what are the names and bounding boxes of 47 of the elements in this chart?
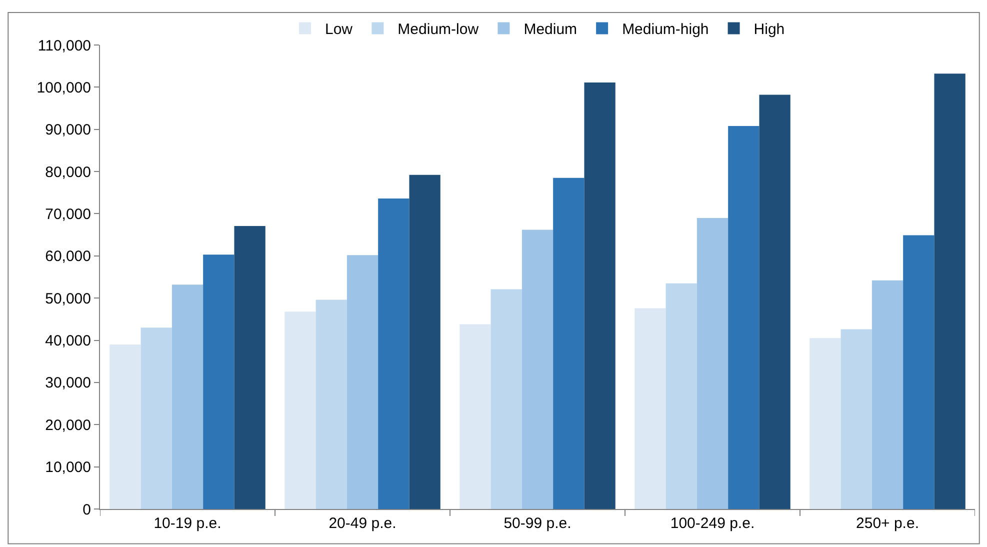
bar (634, 308, 666, 509)
bar (284, 312, 316, 509)
x-tick-label: 20-49 p.e. (328, 515, 396, 532)
y-tick-label: 70,000 (45, 206, 91, 223)
bar (140, 328, 172, 509)
y-tick-label: 40,000 (45, 332, 91, 350)
bar (234, 226, 266, 509)
x-tick-label: 100-249 p.e. (670, 515, 755, 532)
bar (203, 254, 234, 509)
y-tick-label: 50,000 (45, 290, 91, 308)
bar (666, 283, 697, 509)
y-tick-label: 0 (82, 501, 91, 518)
y-tick-label: 60,000 (45, 248, 91, 266)
bar (872, 280, 904, 509)
y-tick-label: 20,000 (45, 416, 91, 434)
y-tick-label: 30,000 (45, 374, 91, 392)
legend-label: Low (325, 21, 353, 38)
bar (522, 230, 554, 509)
y-tick-label: 10,000 (45, 459, 91, 476)
legend-label: Medium-high (622, 21, 709, 38)
bar (903, 235, 934, 509)
x-tick-label: 10-19 p.e. (154, 515, 222, 532)
bar (490, 289, 522, 509)
bar (378, 198, 410, 509)
bar (759, 94, 790, 509)
y-tick-label: 90,000 (45, 122, 91, 139)
bar (110, 344, 141, 509)
bar (584, 82, 616, 509)
bar (840, 329, 872, 509)
legend-label: Medium-low (398, 21, 479, 38)
x-tick-label: 250+ p.e. (856, 515, 919, 532)
y-tick-label: 110,000 (38, 37, 91, 54)
bar (696, 218, 728, 509)
bar (810, 338, 841, 509)
bar (172, 284, 204, 509)
bar (934, 74, 966, 509)
bar (409, 174, 440, 509)
y-tick-label: 80,000 (45, 164, 91, 181)
x-tick-label: 50-99 p.e. (504, 515, 572, 532)
bar (553, 178, 584, 509)
legend-label: Medium (524, 21, 578, 38)
legend-label: High (754, 21, 785, 38)
bar (728, 126, 760, 509)
y-tick-label: 100,000 (36, 79, 91, 96)
bar (460, 324, 491, 509)
bar (346, 255, 378, 509)
bar (316, 300, 347, 509)
